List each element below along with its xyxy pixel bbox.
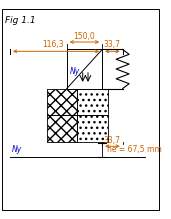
Bar <box>77 88 108 115</box>
Text: Fig 1.1: Fig 1.1 <box>5 16 36 25</box>
Text: he = 67,5 mm: he = 67,5 mm <box>107 145 162 154</box>
Text: Ny: Ny <box>12 145 22 154</box>
Bar <box>67 49 102 88</box>
Text: Ny: Ny <box>70 67 80 76</box>
Text: 116,3: 116,3 <box>42 41 64 49</box>
Text: 33,7: 33,7 <box>104 41 121 49</box>
Bar <box>47 115 77 142</box>
Text: 150,0: 150,0 <box>74 32 95 41</box>
Bar <box>47 88 108 142</box>
Text: 33,7: 33,7 <box>104 136 121 145</box>
Bar <box>47 88 77 115</box>
Bar <box>77 115 108 142</box>
